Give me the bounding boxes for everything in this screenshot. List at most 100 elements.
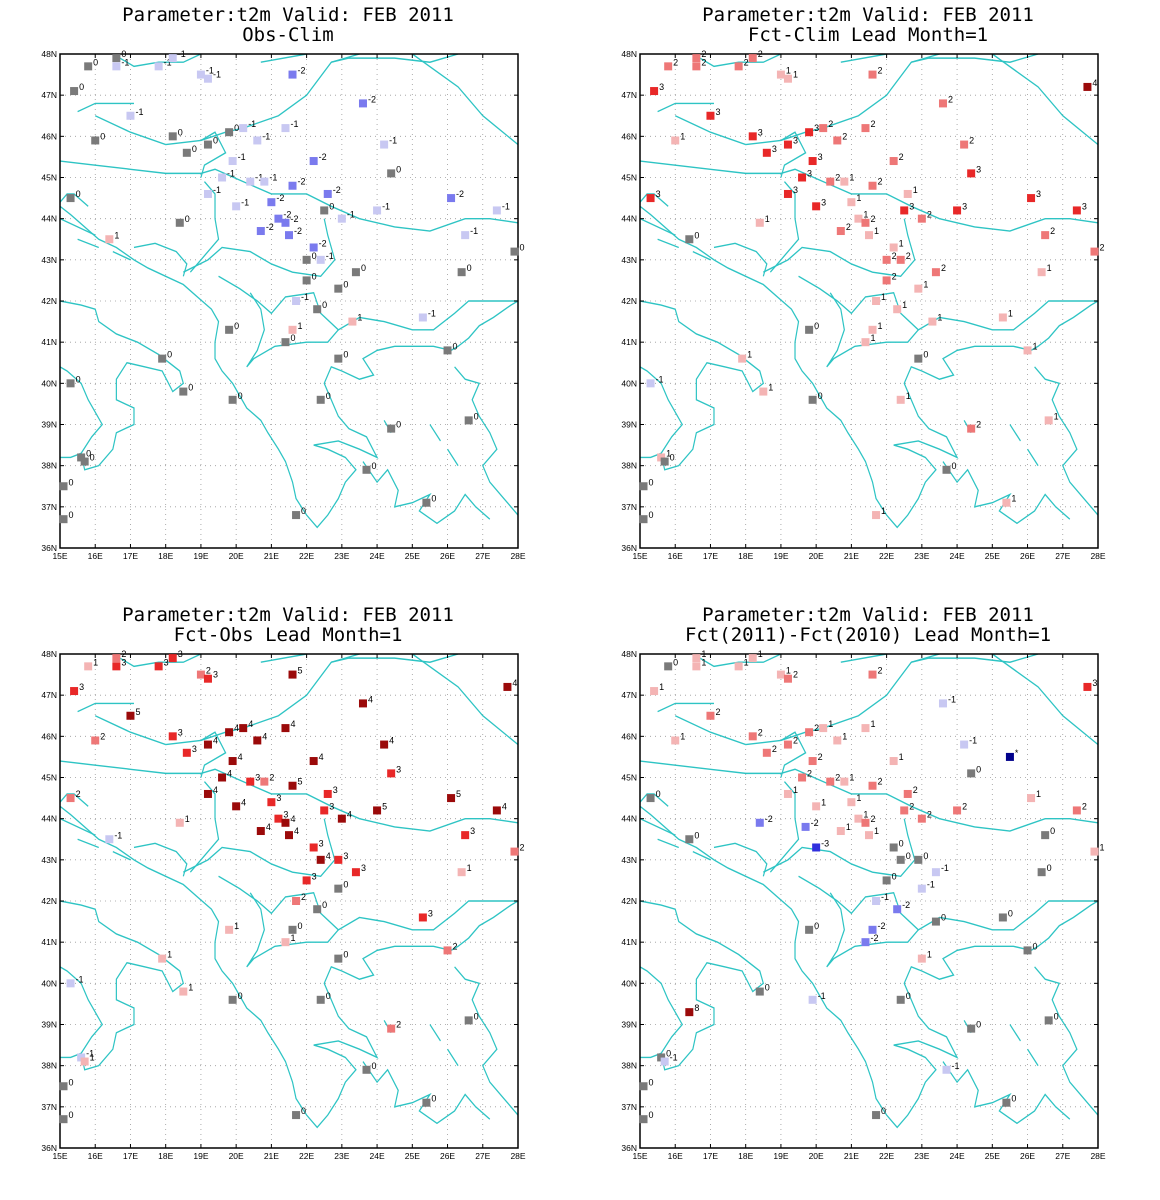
x-tick-label: 19E [193, 1151, 208, 1161]
station-value-label: 0 [881, 1106, 886, 1116]
station-value-label: 2 [453, 941, 458, 951]
station-marker [126, 711, 135, 720]
station-marker [179, 987, 188, 996]
station-value-label: 5 [382, 801, 387, 811]
station-value-label: -1 [238, 152, 246, 162]
station-marker [225, 128, 234, 137]
station-value-label: 4 [502, 801, 507, 811]
station-value-label: -2 [298, 66, 306, 76]
x-tick-label: 23E [334, 551, 349, 561]
station-marker [492, 806, 501, 815]
station-marker [657, 453, 666, 462]
y-tick-label: 42N [621, 296, 637, 306]
station-marker [896, 855, 905, 864]
y-tick-label: 45N [41, 173, 57, 183]
station-marker [872, 1111, 881, 1120]
panel-obs-clim: Parameter:t2m Valid: FEB 2011 Obs-Clim [122, 4, 454, 46]
station-value-label: 1 [902, 300, 907, 310]
station-value-label: 0 [290, 333, 295, 343]
station-marker [783, 74, 792, 83]
x-tick-label: 26E [440, 1151, 455, 1161]
station-value-label: -1 [213, 185, 221, 195]
station-value-label: 1 [1047, 263, 1052, 273]
station-marker [348, 317, 357, 326]
station-marker [362, 465, 371, 474]
station-marker [218, 773, 227, 782]
station-marker [755, 987, 764, 996]
station-value-label: 3 [962, 201, 967, 211]
x-tick-label: 26E [1020, 551, 1035, 561]
x-tick-label: 16E [88, 551, 103, 561]
station-marker [1023, 346, 1032, 355]
x-tick-label: 19E [773, 1151, 788, 1161]
station-value-label: 1 [1036, 789, 1041, 799]
y-tick-label: 36N [41, 1143, 57, 1153]
station-value-label: -2 [878, 921, 886, 931]
station-value-label: 3 [1092, 678, 1097, 688]
station-marker [70, 87, 79, 96]
station-marker [179, 387, 188, 396]
station-value-label: 0 [649, 477, 654, 487]
station-marker [805, 728, 814, 737]
station-marker [503, 682, 512, 691]
station-value-label: -2 [294, 226, 302, 236]
y-tick-label: 43N [621, 855, 637, 865]
station-marker [664, 662, 673, 671]
station-value-label: -1 [206, 66, 214, 76]
station-marker [900, 206, 909, 215]
station-marker [334, 284, 343, 293]
station-marker [889, 157, 898, 166]
station-value-label: 5 [456, 789, 461, 799]
station-value-label: -1 [656, 374, 664, 384]
station-marker [422, 498, 431, 507]
y-tick-label: 48N [621, 649, 637, 659]
station-value-label: 1 [874, 226, 879, 236]
station-marker [281, 938, 290, 947]
station-value-label: 0 [234, 321, 239, 331]
station-marker [464, 1016, 473, 1025]
station-marker [225, 925, 234, 934]
station-value-label: 3 [283, 810, 288, 820]
station-marker [685, 835, 694, 844]
station-value-label: 3 [793, 136, 798, 146]
station-value-label: 3 [1036, 189, 1041, 199]
station-marker [1041, 231, 1050, 240]
x-tick-label: 17E [703, 551, 718, 561]
station-value-label: 2 [941, 263, 946, 273]
station-value-label: 0 [326, 991, 331, 1001]
station-value-label: 0 [656, 789, 661, 799]
station-marker [422, 1098, 431, 1107]
y-tick-label: 42N [621, 896, 637, 906]
station-value-label: 4 [294, 826, 299, 836]
station-marker [418, 313, 427, 322]
station-marker [59, 482, 68, 491]
station-marker [334, 354, 343, 363]
station-marker [77, 1053, 86, 1062]
station-marker [738, 354, 747, 363]
station-marker [805, 925, 814, 934]
y-tick-label: 47N [41, 90, 57, 100]
station-marker [80, 1057, 89, 1066]
station-marker [664, 62, 673, 71]
station-value-label: 3 [659, 82, 664, 92]
station-marker [1090, 847, 1099, 856]
station-marker [1005, 752, 1014, 761]
station-value-label: 1 [114, 230, 119, 240]
station-marker [1083, 682, 1092, 691]
panel-subtitle: Obs-Clim [242, 24, 334, 46]
station-marker [812, 843, 821, 852]
station-value-label: 1 [701, 657, 706, 667]
station-value-label: 0 [90, 453, 95, 463]
station-value-label: 1 [863, 210, 868, 220]
station-marker [776, 70, 785, 79]
station-value-label: 3 [79, 682, 84, 692]
station-value-label: -1 [428, 308, 436, 318]
station-marker [168, 54, 177, 63]
station-marker [154, 662, 163, 671]
station-marker [302, 276, 311, 285]
x-tick-label: 28E [510, 1151, 525, 1161]
x-tick-label: 20E [229, 1151, 244, 1161]
station-value-label: -1 [948, 694, 956, 704]
x-tick-label: 15E [632, 551, 647, 561]
station-marker [692, 62, 701, 71]
